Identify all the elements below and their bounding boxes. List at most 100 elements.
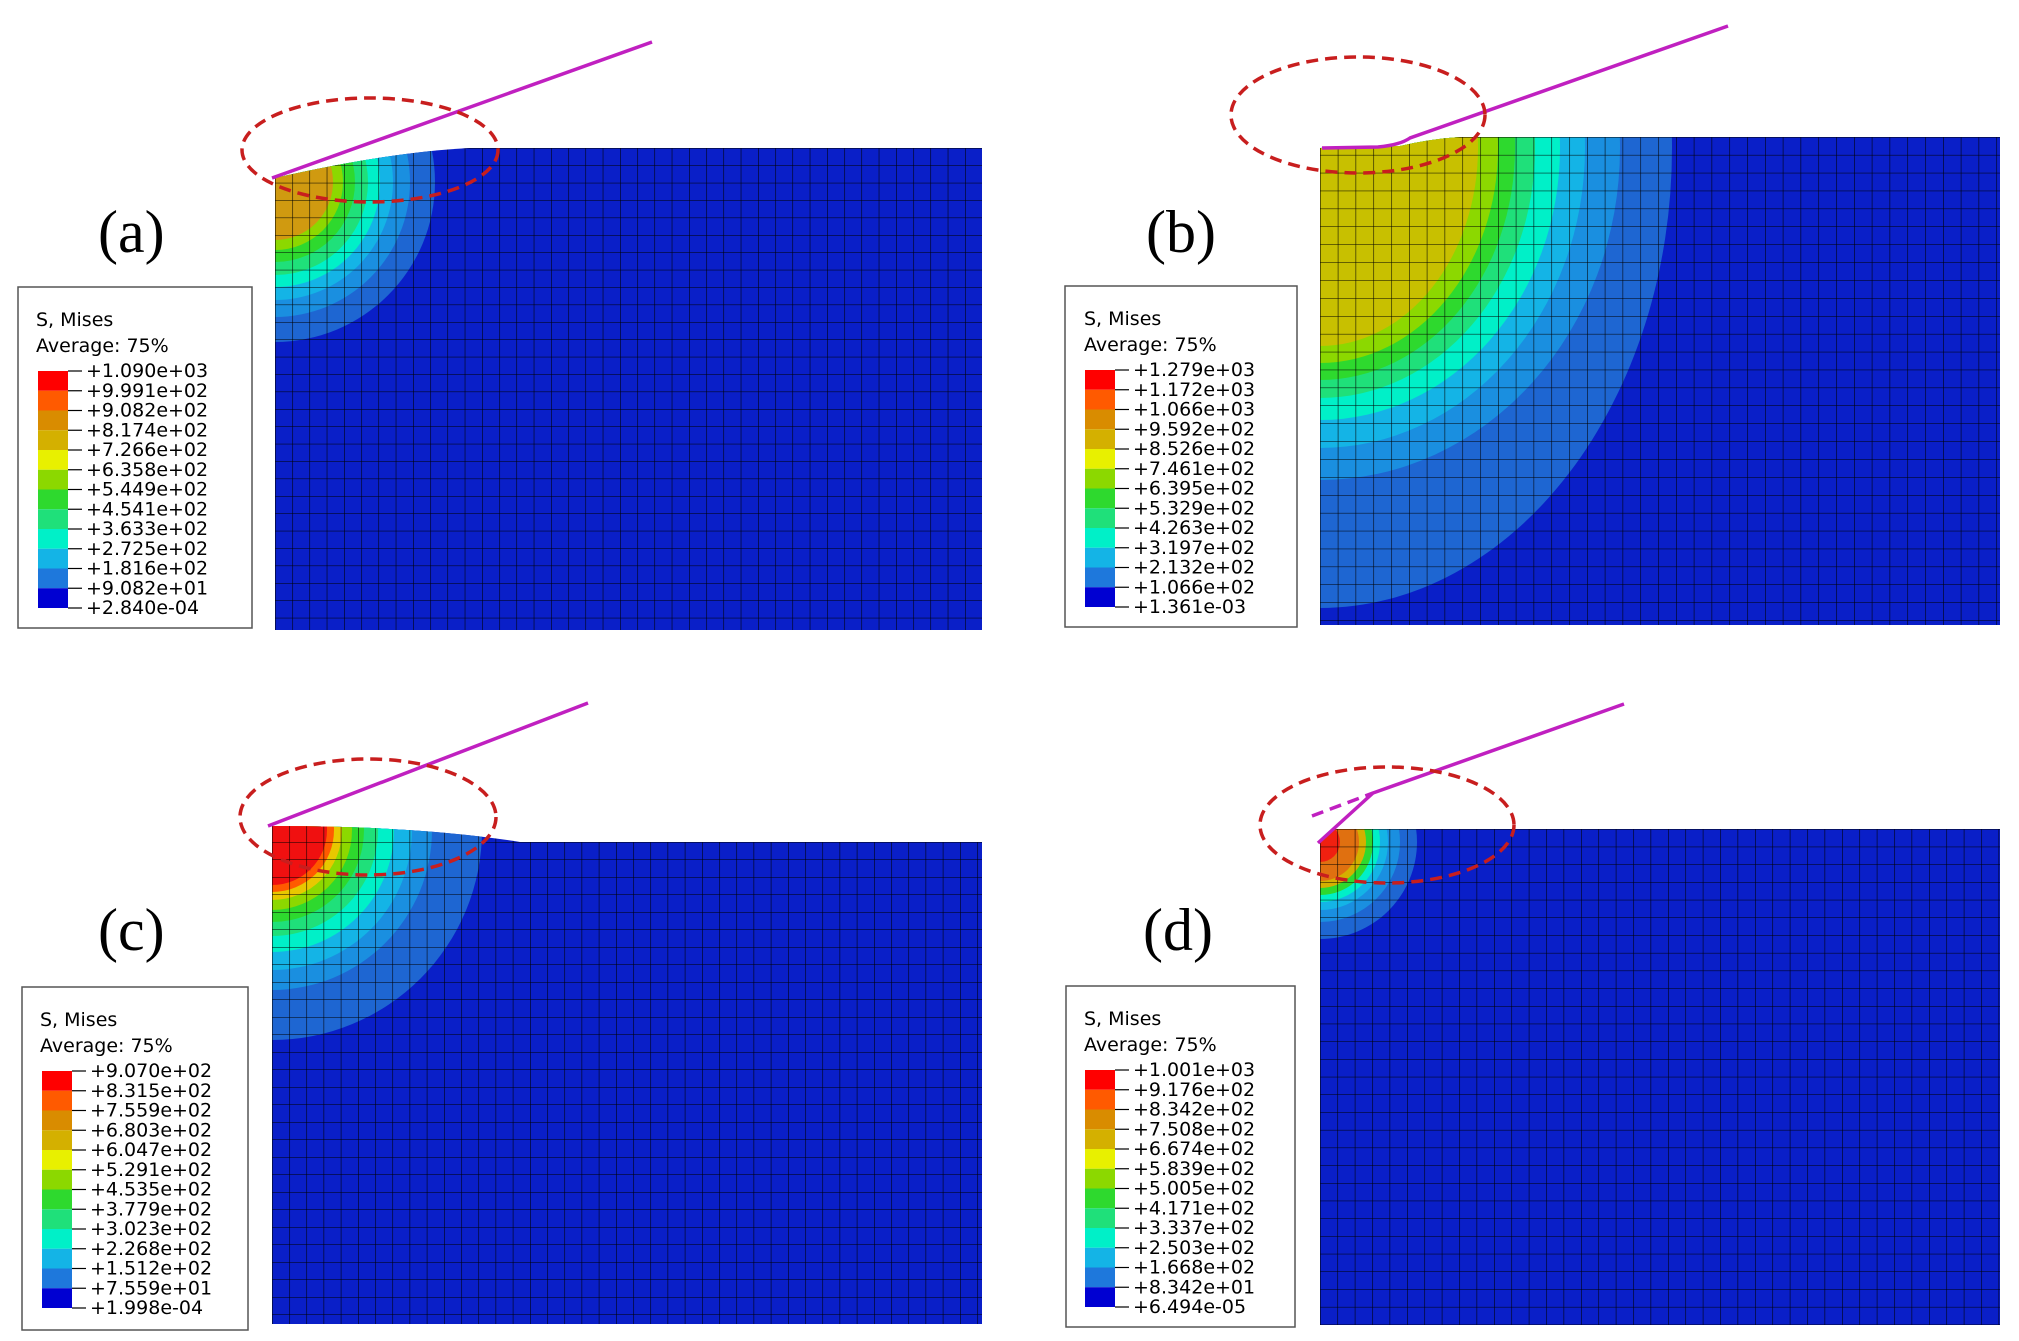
legend-swatch: [1085, 1149, 1115, 1169]
legend-value: +1.512e+02: [90, 1258, 212, 1280]
legend-swatch: [38, 509, 68, 529]
legend-title-a: S, Mises: [36, 309, 113, 331]
legend-swatch: [42, 1150, 72, 1170]
legend-value: +7.559e+02: [90, 1100, 212, 1122]
legend-swatch: [1085, 1267, 1115, 1288]
legend-swatch: [1085, 1089, 1115, 1110]
legend-value: +8.342e+01: [1133, 1276, 1255, 1298]
legend-value: +4.263e+02: [1133, 517, 1255, 539]
legend-swatch: [1085, 409, 1115, 430]
legend-swatch: [42, 1248, 72, 1269]
legend-swatch: [42, 1071, 72, 1091]
legend-b: S, Mises Average: 75% +1.279e+03+1.172e+…: [1064, 285, 1298, 628]
legend-value: +8.174e+02: [86, 419, 208, 441]
panel-label-b: (b): [1146, 199, 1216, 265]
legend-a: S, Mises Average: 75% +1.090e+03+9.991e+…: [17, 286, 253, 629]
legend-swatch: [1085, 429, 1115, 449]
legend-swatch: [42, 1130, 72, 1150]
legend-swatch: [38, 568, 68, 589]
legend-value: +1.001e+03: [1133, 1059, 1255, 1081]
legend-swatch: [42, 1229, 72, 1249]
legend-swatch: [1085, 1228, 1115, 1248]
legend-value: +6.395e+02: [1133, 478, 1255, 500]
legend-swatch: [1085, 1070, 1115, 1090]
legend-swatch: [1085, 1129, 1115, 1149]
legend-value: +2.132e+02: [1133, 557, 1255, 579]
legend-value: +7.461e+02: [1133, 458, 1255, 480]
legend-value: +2.268e+02: [90, 1238, 212, 1260]
panel-b: (b) S, Mises Average: 75% +1.279e+03+1.1…: [1064, 24, 2000, 628]
color-bar-d: [1085, 1070, 1115, 1307]
legend-value: +5.449e+02: [86, 479, 208, 501]
legend-value: +1.172e+03: [1133, 379, 1255, 401]
panel-a: (a) S, Mises Average: 75% +1.090e+03+9.9…: [17, 40, 982, 630]
legend-value: +9.176e+02: [1133, 1079, 1255, 1101]
highlight-ellipse-a: [240, 96, 500, 204]
legend-swatch: [38, 390, 68, 411]
legend-value: +4.171e+02: [1133, 1197, 1255, 1219]
legend-value: +7.508e+02: [1133, 1118, 1255, 1140]
legend-swatch: [1085, 1109, 1115, 1130]
panel-c: (c) S, Mises Average: 75% +9.070e+02+8.3…: [21, 701, 982, 1331]
legend-value: +7.559e+01: [90, 1277, 212, 1299]
legend-value: +6.047e+02: [90, 1139, 212, 1161]
legend-value: +6.674e+02: [1133, 1138, 1255, 1160]
legend-subtitle-d: Average: 75%: [1084, 1034, 1217, 1056]
legend-swatch: [38, 548, 68, 569]
legend-value: +3.337e+02: [1133, 1217, 1255, 1239]
legend-value: +9.592e+02: [1133, 418, 1255, 440]
panel-label-c: (c): [98, 897, 165, 963]
legend-value: +5.839e+02: [1133, 1158, 1255, 1180]
color-bar-a: [38, 371, 68, 608]
legend-swatch: [42, 1090, 72, 1111]
legend-value: +9.082e+02: [86, 400, 208, 422]
legend-swatch: [1085, 389, 1115, 410]
legend-value: +1.816e+02: [86, 558, 208, 580]
legend-value: +2.725e+02: [86, 538, 208, 560]
legend-d: S, Mises Average: 75% +1.001e+03+9.176e+…: [1065, 985, 1296, 1328]
legend-swatch: [38, 588, 68, 608]
legend-swatch: [38, 371, 68, 391]
legend-value: +1.066e+03: [1133, 399, 1255, 421]
legend-value: +1.998e-04: [90, 1297, 203, 1319]
legend-swatch: [1085, 587, 1115, 607]
legend-swatch: [1085, 1247, 1115, 1268]
legend-swatch: [38, 450, 68, 470]
legend-title-d: S, Mises: [1084, 1008, 1161, 1030]
legend-swatch: [1085, 508, 1115, 528]
legend-swatch: [42, 1189, 72, 1210]
legend-value: +1.090e+03: [86, 360, 208, 382]
legend-value: +3.023e+02: [90, 1218, 212, 1240]
mesh-plot-b: [1320, 137, 2000, 625]
legend-swatch: [1085, 1208, 1115, 1228]
legend-swatch: [42, 1288, 72, 1308]
legend-value: +5.005e+02: [1133, 1178, 1255, 1200]
legend-subtitle-b: Average: 75%: [1084, 334, 1217, 356]
tool-edge-d: [1316, 702, 1625, 845]
legend-value: +6.358e+02: [86, 459, 208, 481]
legend-swatch: [1085, 449, 1115, 469]
legend-swatch: [42, 1169, 72, 1190]
legend-value: +2.503e+02: [1133, 1237, 1255, 1259]
color-bar-c: [42, 1071, 72, 1308]
legend-title-b: S, Mises: [1084, 308, 1161, 330]
legend-swatch: [38, 410, 68, 431]
legend-value: +8.526e+02: [1133, 438, 1255, 460]
legend-values-b: +1.279e+03+1.172e+03+1.066e+03+9.592e+02…: [1115, 359, 1255, 618]
legend-swatch: [38, 430, 68, 450]
legend-value: +1.066e+02: [1133, 576, 1255, 598]
legend-swatch: [42, 1110, 72, 1131]
legend-swatch: [1085, 488, 1115, 509]
legend-swatch: [1085, 468, 1115, 489]
legend-value: +4.535e+02: [90, 1179, 212, 1201]
legend-value: +1.279e+03: [1133, 359, 1255, 381]
legend-value: +8.342e+02: [1133, 1099, 1255, 1121]
legend-value: +9.070e+02: [90, 1060, 212, 1082]
legend-value: +2.840e-04: [86, 597, 199, 619]
mesh-plot-d: [1320, 829, 2000, 1325]
legend-value: +9.082e+01: [86, 577, 208, 599]
legend-value: +8.315e+02: [90, 1080, 212, 1102]
mesh-plot-c: [272, 826, 982, 1324]
legend-swatch: [1085, 370, 1115, 390]
